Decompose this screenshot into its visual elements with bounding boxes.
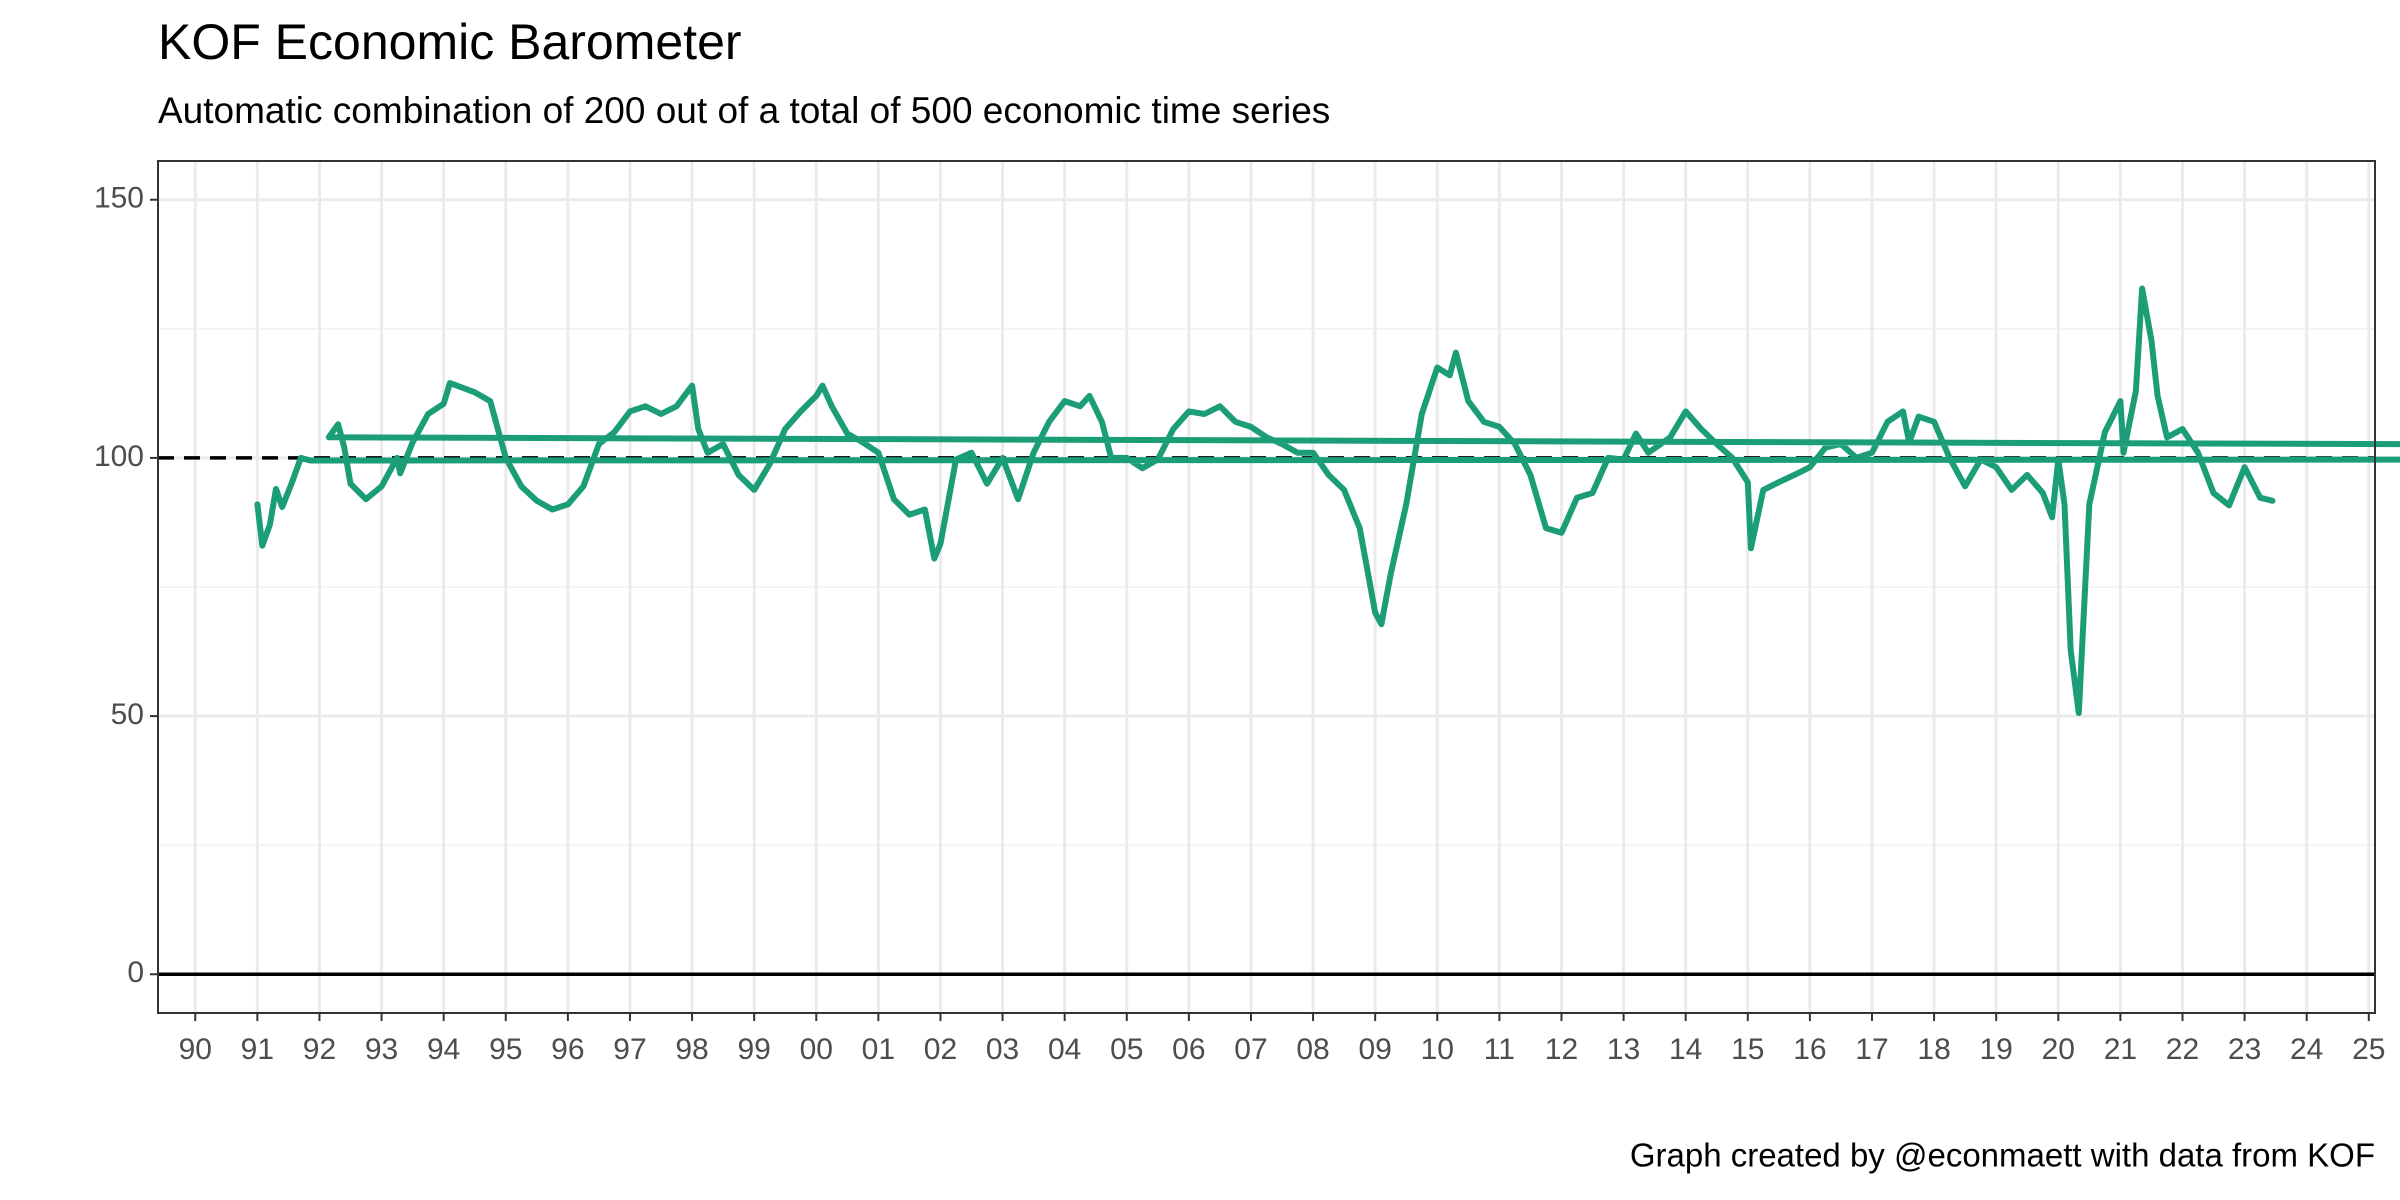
x-tick-label: 15 (1731, 1033, 1764, 1066)
x-tick-label: 98 (675, 1033, 708, 1066)
x-tick-label: 13 (1607, 1033, 1640, 1066)
x-tick-label: 17 (1855, 1033, 1888, 1066)
x-tick-label: 93 (365, 1033, 398, 1066)
x-tick-label: 09 (1358, 1033, 1391, 1066)
x-tick-label: 05 (1110, 1033, 1143, 1066)
x-tick-label: 11 (1484, 1033, 1515, 1066)
x-tick-label: 02 (924, 1033, 957, 1066)
chart-caption: Graph created by @econmaett with data fr… (1630, 1137, 2375, 1174)
x-tick-label: 03 (986, 1033, 1019, 1066)
x-tick-label: 01 (862, 1033, 895, 1066)
x-tick-label: 04 (1048, 1033, 1081, 1066)
x-tick-label: 96 (551, 1033, 584, 1066)
x-tick-label: 06 (1172, 1033, 1205, 1066)
x-tick-label: 16 (1793, 1033, 1826, 1066)
x-tick-label: 12 (1545, 1033, 1578, 1066)
y-tick-label: 150 (94, 182, 144, 215)
x-tick-label: 14 (1669, 1033, 1702, 1066)
x-tick-label: 00 (800, 1033, 833, 1066)
x-tick-label: 94 (427, 1033, 460, 1066)
x-tick-label: 90 (179, 1033, 212, 1066)
x-tick-label: 08 (1296, 1033, 1329, 1066)
x-tick-label: 24 (2290, 1033, 2323, 1066)
x-tick-label: 10 (1421, 1033, 1454, 1066)
x-tick-label: 99 (737, 1033, 770, 1066)
x-tick-label: 91 (241, 1033, 274, 1066)
data-line (254, 285, 2400, 716)
y-tick-label: 50 (111, 698, 144, 731)
x-tick-label: 95 (489, 1033, 522, 1066)
x-tick-label: 20 (2042, 1033, 2075, 1066)
chart-title: KOF Economic Barometer (158, 14, 742, 70)
x-tick-label: 97 (613, 1033, 646, 1066)
chart-subtitle: Automatic combination of 200 out of a to… (158, 90, 1330, 131)
panel-border (157, 160, 2376, 1014)
x-tick-label: 19 (1979, 1033, 2012, 1066)
x-tick-label: 07 (1234, 1033, 1267, 1066)
x-tick-label: 22 (2166, 1033, 2199, 1066)
x-tick-label: 25 (2352, 1033, 2385, 1066)
y-tick-label: 0 (127, 956, 144, 989)
x-tick-label: 23 (2228, 1033, 2261, 1066)
x-tick-label: 18 (1917, 1033, 1950, 1066)
x-tick-label: 21 (2104, 1033, 2137, 1066)
x-tick-label: 92 (303, 1033, 336, 1066)
y-tick-label: 100 (94, 440, 144, 473)
